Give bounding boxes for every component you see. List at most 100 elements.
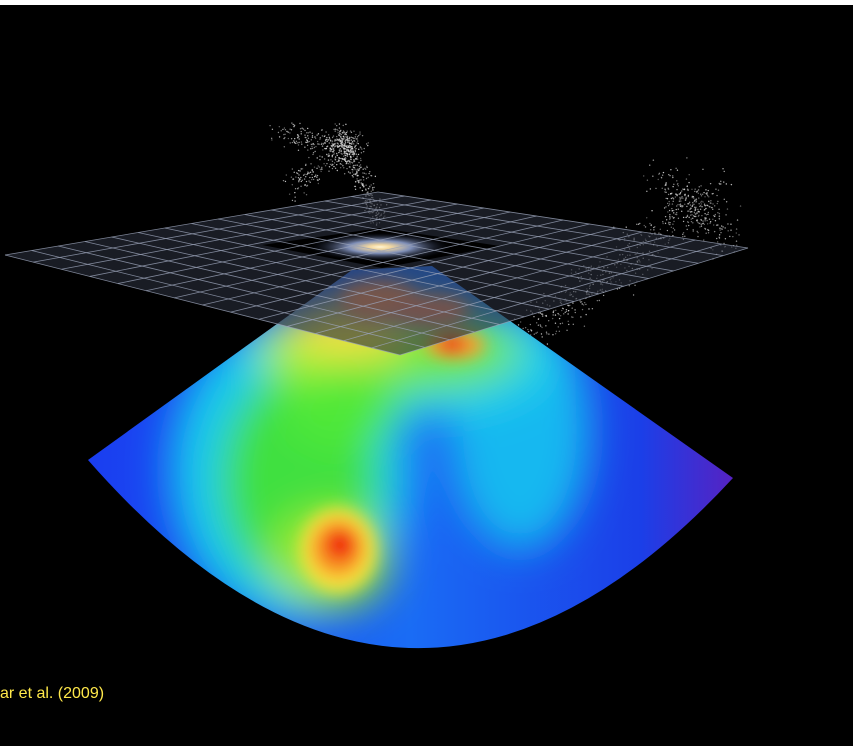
star	[669, 224, 670, 225]
star	[341, 144, 342, 145]
star	[710, 203, 711, 204]
star	[358, 154, 359, 155]
star	[710, 183, 711, 184]
star	[293, 140, 294, 141]
star	[724, 199, 725, 200]
star	[319, 138, 320, 139]
star	[301, 128, 302, 129]
star	[353, 143, 354, 144]
star	[346, 168, 347, 169]
star	[546, 332, 547, 333]
star	[540, 325, 541, 326]
star	[372, 188, 373, 189]
star	[289, 132, 290, 133]
star	[546, 333, 547, 334]
star	[740, 205, 741, 206]
star	[633, 294, 634, 295]
star	[332, 143, 333, 144]
star	[527, 329, 528, 330]
star	[366, 178, 367, 179]
star	[702, 201, 703, 202]
star	[719, 228, 720, 229]
star	[328, 153, 329, 154]
star	[687, 185, 688, 186]
star	[706, 214, 707, 215]
star	[359, 131, 360, 132]
star	[362, 135, 363, 136]
star	[704, 209, 705, 210]
star	[348, 163, 349, 164]
star	[667, 198, 668, 199]
star	[325, 140, 326, 141]
star	[552, 314, 553, 315]
star	[375, 176, 376, 177]
star	[322, 149, 323, 150]
star	[351, 146, 352, 147]
star	[725, 238, 726, 239]
star	[716, 195, 717, 196]
scene: ar et al. (2009)	[0, 0, 853, 746]
star	[691, 206, 692, 207]
star	[299, 178, 300, 179]
star	[317, 157, 318, 158]
star	[708, 201, 709, 202]
star	[348, 141, 349, 142]
star	[718, 209, 719, 210]
star	[340, 133, 341, 134]
star	[347, 155, 348, 156]
star	[318, 133, 319, 134]
star	[310, 163, 311, 164]
star	[345, 142, 346, 143]
star	[673, 201, 674, 202]
star	[364, 173, 365, 174]
star	[343, 130, 344, 131]
star	[701, 220, 702, 221]
star	[353, 131, 354, 132]
star	[352, 176, 353, 177]
star	[301, 144, 302, 145]
star	[349, 172, 350, 173]
star	[346, 161, 347, 162]
star	[700, 209, 701, 210]
star	[341, 153, 342, 154]
star	[334, 162, 335, 163]
star	[310, 172, 311, 173]
star	[284, 134, 285, 135]
star	[349, 162, 350, 163]
star	[291, 122, 292, 123]
star	[579, 300, 580, 301]
star	[292, 184, 293, 185]
star	[676, 214, 677, 215]
star	[358, 135, 359, 136]
star	[292, 168, 293, 169]
star	[688, 210, 689, 211]
star	[681, 211, 682, 212]
star	[646, 217, 647, 218]
star	[286, 174, 287, 175]
star	[672, 216, 673, 217]
star	[692, 197, 693, 198]
star	[367, 177, 368, 178]
star	[709, 223, 710, 224]
star	[315, 138, 316, 139]
star	[308, 138, 309, 139]
star	[669, 175, 670, 176]
star	[331, 151, 332, 152]
star	[560, 315, 561, 316]
star	[349, 140, 350, 141]
star	[332, 137, 333, 138]
star	[295, 176, 296, 177]
star	[344, 151, 345, 152]
star	[336, 125, 337, 126]
star	[332, 168, 333, 169]
star	[670, 169, 671, 170]
star	[351, 132, 352, 133]
star	[339, 139, 340, 140]
star	[687, 188, 688, 189]
star	[636, 224, 637, 225]
star	[292, 178, 293, 179]
star	[737, 219, 738, 220]
star	[557, 313, 558, 314]
star	[359, 133, 360, 134]
star	[639, 223, 640, 224]
